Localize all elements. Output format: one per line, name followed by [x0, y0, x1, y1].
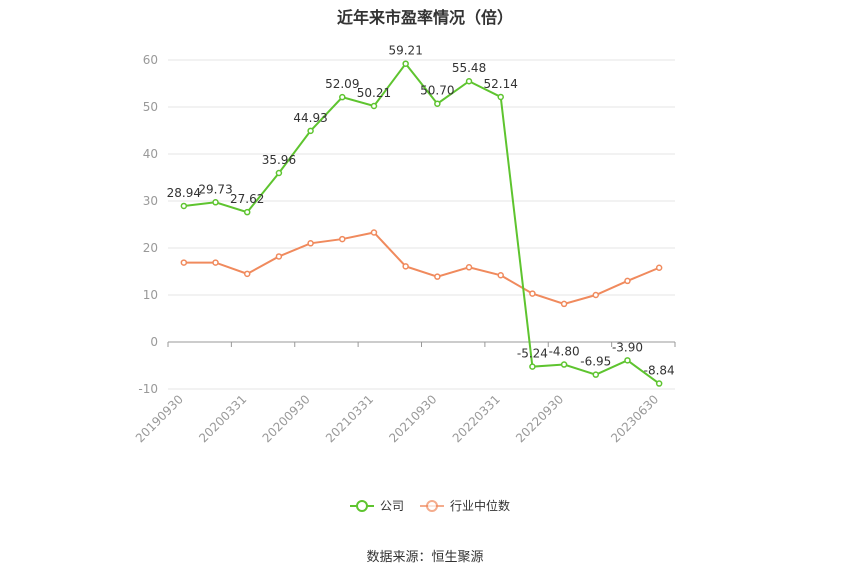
data-point — [402, 263, 409, 270]
data-label: -5.24 — [517, 347, 548, 361]
grid-lines — [168, 59, 675, 390]
x-tick-label: 20200930 — [260, 392, 313, 445]
data-label: 52.14 — [484, 77, 518, 91]
data-label: 52.09 — [325, 77, 359, 91]
data-point — [212, 259, 219, 266]
y-tick-label: 30 — [143, 194, 158, 208]
data-point — [434, 273, 441, 280]
data-point — [275, 253, 283, 260]
data-label: 28.94 — [167, 186, 201, 200]
data-label: 55.48 — [452, 61, 486, 75]
data-label: 44.93 — [293, 111, 327, 125]
data-point — [497, 93, 504, 101]
y-axis-ticks: 60 50 40 30 20 10 0 -10 — [138, 53, 158, 396]
data-label: 50.70 — [420, 84, 454, 98]
data-point — [275, 169, 283, 177]
data-point — [180, 259, 188, 266]
data-point — [339, 235, 346, 243]
data-point — [212, 199, 219, 206]
data-point — [180, 202, 188, 210]
y-tick-label: 60 — [143, 53, 158, 67]
y-tick-label: 40 — [143, 147, 158, 161]
data-label: 29.73 — [198, 182, 232, 196]
legend-swatch-marker — [356, 500, 368, 512]
data-label: -8.84 — [644, 364, 675, 378]
legend[interactable]: 公司 行业中位数 — [350, 498, 510, 513]
data-point — [465, 264, 473, 271]
data-point — [655, 264, 663, 271]
data-source: 数据来源：恒生聚源 — [366, 550, 484, 565]
x-tick-label: 20230630 — [608, 392, 661, 445]
chart-title: 近年来市盈率情况（倍） — [336, 8, 513, 27]
data-point — [307, 127, 314, 135]
data-label: -3.90 — [612, 340, 643, 354]
series-line — [183, 62, 660, 385]
data-point — [339, 93, 346, 101]
series-line — [183, 231, 660, 305]
legend-item[interactable]: 公司 — [350, 499, 404, 513]
x-tick-label: 20220331 — [450, 392, 503, 445]
data-point — [560, 361, 568, 368]
data-point — [402, 60, 409, 67]
data-label: 50.21 — [357, 86, 391, 100]
data-point — [434, 100, 441, 107]
data-point — [307, 240, 314, 247]
data-point — [465, 77, 473, 85]
data-point — [655, 380, 663, 387]
x-tick-label: 20190930 — [133, 392, 186, 445]
data-label: -6.95 — [580, 355, 611, 369]
data-point — [592, 291, 600, 299]
legend-label: 行业中位数 — [450, 498, 510, 513]
data-point — [370, 229, 378, 236]
x-tick-label: 20200331 — [196, 392, 249, 445]
legend-swatch-marker — [426, 500, 438, 512]
y-tick-label: 10 — [143, 288, 158, 302]
data-point — [529, 290, 536, 297]
legend-label: 公司 — [380, 499, 404, 513]
data-point — [560, 300, 568, 308]
legend-item[interactable]: 行业中位数 — [420, 498, 510, 513]
x-tick-label: 20210331 — [323, 392, 376, 445]
data-point — [529, 363, 536, 370]
data-point — [370, 102, 378, 110]
data-point — [624, 357, 631, 364]
x-tick-label: 20210930 — [386, 392, 439, 445]
data-label: 59.21 — [388, 44, 422, 58]
data-label: 27.62 — [230, 192, 264, 206]
y-tick-label: 20 — [143, 241, 158, 255]
y-tick-label: 50 — [143, 100, 158, 114]
data-point — [624, 277, 631, 285]
y-tick-label: -10 — [138, 382, 158, 396]
data-point — [243, 208, 251, 216]
data-point — [243, 270, 251, 278]
data-label: 35.96 — [262, 153, 296, 167]
data-label: -4.80 — [549, 345, 580, 359]
data-point — [497, 272, 504, 279]
y-tick-label: 0 — [150, 335, 158, 349]
data-point — [592, 371, 600, 378]
x-tick-label: 20220930 — [513, 392, 566, 445]
series-layer — [180, 60, 663, 387]
